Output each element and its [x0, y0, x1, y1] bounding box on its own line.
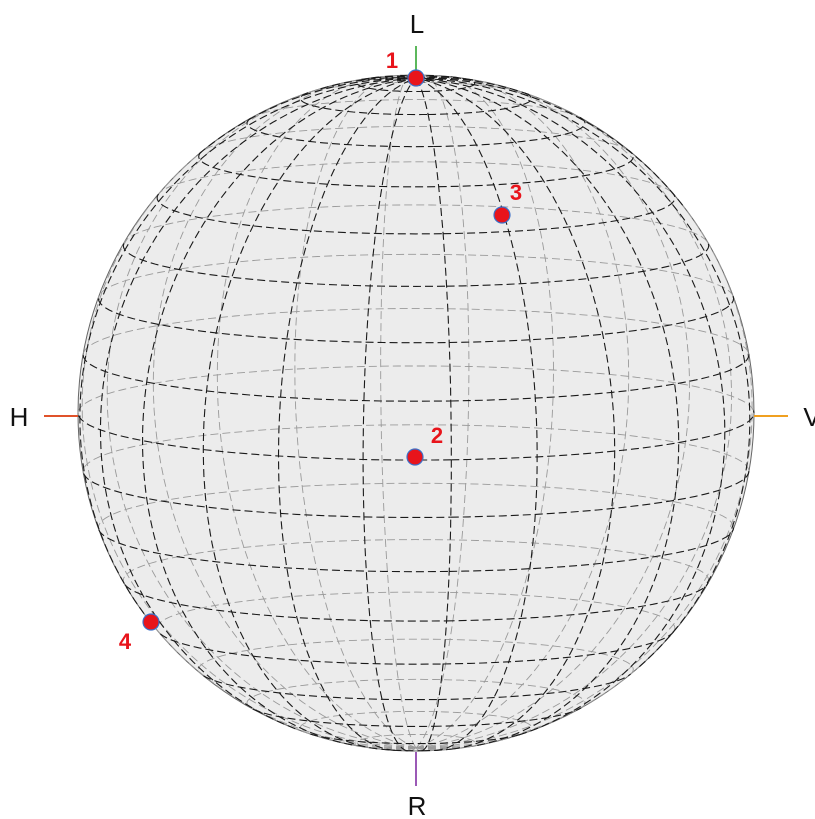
grid-line-front — [438, 673, 631, 701]
point-1-label: 1 — [386, 48, 398, 73]
grid-line-front — [415, 77, 616, 750]
grid-line-front — [362, 77, 417, 752]
grid-line-back — [82, 424, 750, 474]
grid-line-front — [98, 529, 450, 573]
grid-line-front — [122, 243, 447, 287]
grid-line-back — [97, 253, 734, 299]
point-2-marker — [406, 448, 424, 466]
point-1-marker — [407, 69, 425, 87]
grid-line-front — [299, 92, 429, 116]
grid-line-back — [97, 482, 735, 530]
grid-line-back — [246, 678, 586, 710]
grid-line-front — [415, 77, 751, 668]
axis-label-v: V — [803, 402, 815, 432]
grid-line-back — [106, 88, 417, 749]
grid-line-front — [433, 116, 586, 148]
grid-line-front — [415, 77, 530, 96]
grid-line-front — [246, 117, 434, 148]
grid-line-front — [451, 410, 755, 461]
grid-line-front — [142, 77, 417, 746]
grid-line-back — [380, 74, 417, 748]
grid-line-front — [99, 77, 417, 730]
grid-line-back — [77, 365, 754, 416]
grid-line-front — [449, 296, 735, 344]
grid-line-front — [78, 415, 452, 461]
grid-line-front — [428, 732, 525, 745]
grid-line-back — [415, 79, 690, 749]
grid-line-back — [82, 308, 749, 355]
grid-line-front — [83, 473, 451, 518]
grid-line-back — [158, 161, 672, 195]
grid-line-front — [198, 77, 417, 155]
grid-line-front — [415, 77, 726, 736]
point-2-label: 2 — [431, 423, 443, 448]
grid-line-front — [252, 708, 434, 727]
grid-line-back — [122, 539, 710, 585]
grid-line-front — [416, 77, 684, 206]
axis-label-h: H — [10, 402, 29, 432]
sphere-front-grid — [78, 74, 755, 752]
grid-line-back — [250, 99, 580, 119]
grid-line-front — [449, 527, 735, 572]
grid-line-back — [294, 74, 417, 749]
grid-line-front — [415, 77, 680, 746]
point-3-label: 3 — [510, 180, 522, 205]
grid-line-back — [143, 613, 416, 749]
grid-line-back — [415, 76, 630, 749]
grid-line-front — [202, 77, 417, 750]
grid-line-back — [201, 125, 629, 153]
grid-line-front — [443, 191, 676, 235]
grid-line-back — [356, 734, 476, 750]
grid-line-front — [361, 76, 417, 80]
grid-line-front — [415, 76, 473, 81]
grid-line-back — [415, 74, 470, 749]
grid-line-front — [320, 77, 417, 90]
point-4-label: 4 — [119, 629, 132, 654]
grid-line-back — [415, 744, 478, 750]
grid-line-front — [450, 352, 750, 402]
grid-line-back — [299, 710, 533, 735]
grid-line-front — [438, 149, 634, 188]
grid-line-front — [159, 633, 444, 665]
point-3-marker — [493, 206, 511, 224]
grid-line-back — [156, 591, 676, 635]
grid-line-front — [156, 193, 444, 235]
grid-line-back — [415, 666, 640, 749]
grid-line-front — [446, 582, 709, 622]
point-4-marker — [142, 613, 160, 631]
grid-line-back — [216, 76, 417, 749]
grid-line-front — [79, 77, 417, 615]
grid-line-front — [433, 707, 582, 727]
axis-label-r: R — [408, 791, 427, 819]
grid-line-front — [443, 631, 674, 665]
grid-line-front — [415, 77, 452, 752]
grid-line-back — [377, 747, 417, 751]
axis-label-l: L — [410, 9, 424, 39]
grid-line-front — [198, 151, 439, 188]
grid-line-front — [277, 77, 417, 751]
grid-line-back — [81, 153, 417, 749]
grid-line-front — [450, 470, 750, 518]
grid-line-back — [415, 94, 733, 749]
grid-line-front — [428, 91, 533, 116]
grid-line-back — [415, 75, 554, 749]
grid-line-back — [123, 204, 708, 244]
grid-line-front — [82, 354, 451, 402]
grid-line-front — [97, 298, 450, 344]
sphere-body — [77, 74, 755, 752]
grid-line-front — [415, 77, 538, 752]
grid-line-back — [198, 638, 634, 677]
grid-line-front — [203, 675, 439, 701]
